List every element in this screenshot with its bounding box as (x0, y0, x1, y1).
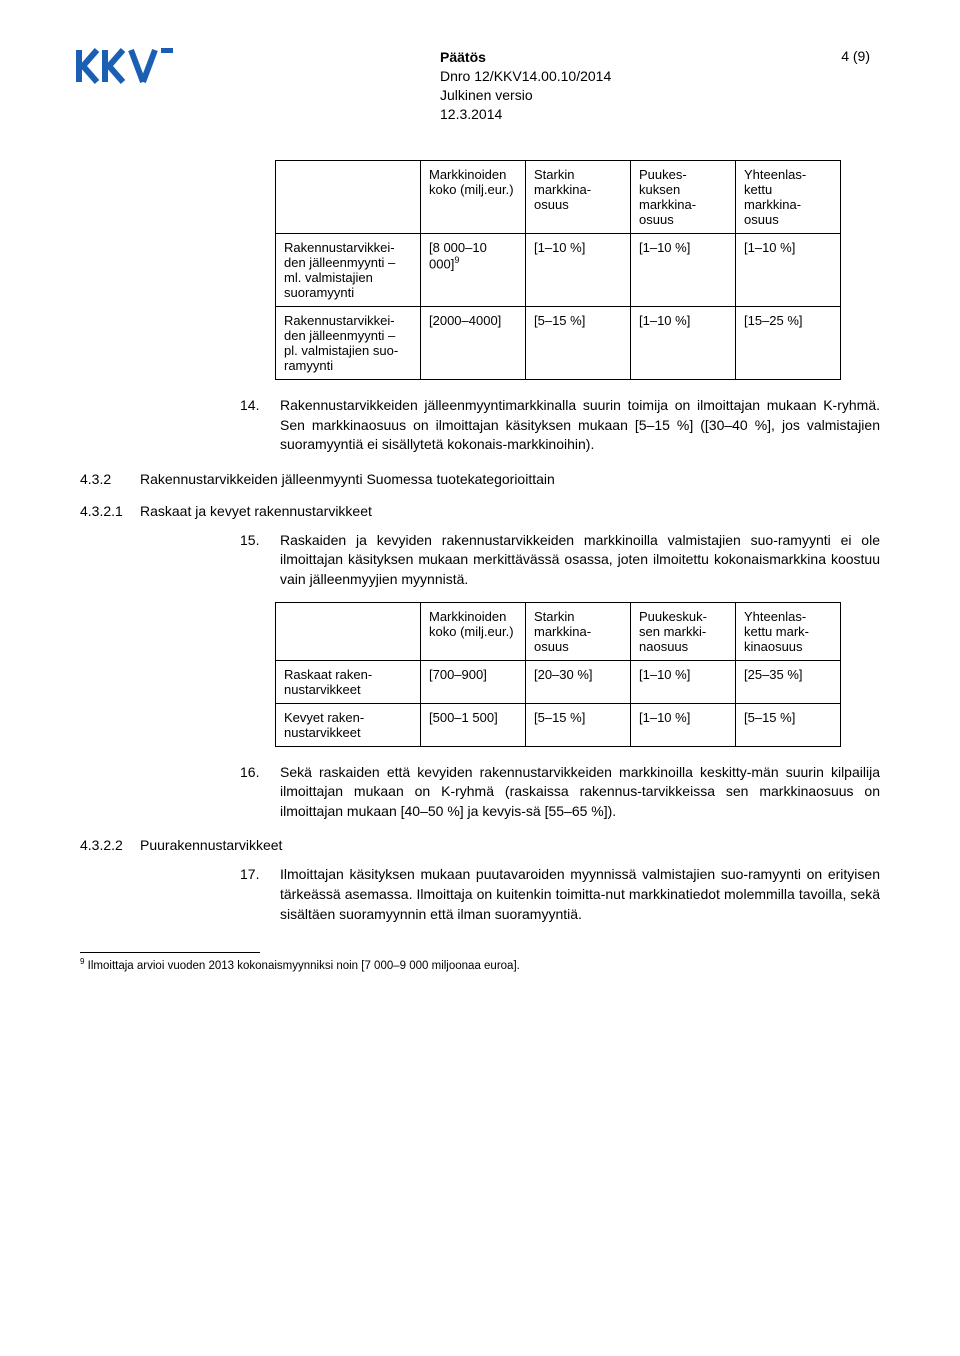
table-cell: [1–10 %] (631, 307, 736, 380)
table-cell: [15–25 %] (736, 307, 841, 380)
doc-date: 12.3.2014 (440, 105, 611, 124)
table-cell: [1–10 %] (736, 234, 841, 307)
paragraph-14: 14. Rakennustarvikkeiden jälleenmyyntima… (240, 396, 880, 455)
footnote-text: Ilmoittaja arvioi vuoden 2013 kokonaismy… (84, 960, 519, 972)
table-header: Puukes-kuksen markkina-osuus (631, 161, 736, 234)
section-title: Puurakennustarvikkeet (140, 837, 282, 853)
section-heading-432: 4.3.2Rakennustarvikkeiden jälleenmyynti … (80, 471, 880, 487)
table-header-row: Markkinoiden koko (milj.eur.) Starkin ma… (276, 161, 841, 234)
para-text: Rakennustarvikkeiden jälleenmyyntimarkki… (280, 396, 880, 455)
section-heading-4321: 4.3.2.1Raskaat ja kevyet rakennustarvikk… (80, 503, 880, 519)
footnote-separator (80, 952, 260, 953)
doc-version: Julkinen versio (440, 86, 611, 105)
table-cell: [1–10 %] (631, 660, 736, 703)
table-header (276, 161, 421, 234)
table-header (276, 602, 421, 660)
section-title: Raskaat ja kevyet rakennustarvikkeet (140, 503, 372, 519)
market-share-table-2: Markkinoiden koko (milj.eur.) Starkin ma… (275, 602, 841, 747)
table-cell: [5–15 %] (526, 307, 631, 380)
table-header: Markkinoiden koko (milj.eur.) (421, 602, 526, 660)
table-header-row: Markkinoiden koko (milj.eur.) Starkin ma… (276, 602, 841, 660)
table-cell: Rakennustarvikkei-den jälleenmyynti – pl… (276, 307, 421, 380)
table-cell: [5–15 %] (526, 703, 631, 746)
para-number: 16. (240, 763, 280, 822)
table-cell: [25–35 %] (736, 660, 841, 703)
page-content: Markkinoiden koko (milj.eur.) Starkin ma… (80, 160, 880, 974)
table-row: Raskaat raken-nustarvikkeet [700–900] [2… (276, 660, 841, 703)
page-number: 4 (9) (841, 48, 870, 64)
table-cell: [20–30 %] (526, 660, 631, 703)
kkv-logo (75, 48, 175, 89)
table-header: Markkinoiden koko (milj.eur.) (421, 161, 526, 234)
table-cell: [2000–4000] (421, 307, 526, 380)
table-cell: Kevyet raken-nustarvikkeet (276, 703, 421, 746)
section-number: 4.3.2.1 (80, 503, 140, 519)
para-number: 17. (240, 865, 280, 924)
table-row: Rakennustarvikkei-den jälleenmyynti – pl… (276, 307, 841, 380)
para-number: 14. (240, 396, 280, 455)
table-cell: [8 000–10 000]9 (421, 234, 526, 307)
table-cell: [5–15 %] (736, 703, 841, 746)
para-text: Sekä raskaiden että kevyiden rakennustar… (280, 763, 880, 822)
document-header: Päätös Dnro 12/KKV14.00.10/2014 Julkinen… (440, 48, 611, 124)
para-number: 15. (240, 531, 280, 590)
table-cell: [1–10 %] (526, 234, 631, 307)
market-share-table-1: Markkinoiden koko (milj.eur.) Starkin ma… (275, 160, 841, 380)
table-cell: [1–10 %] (631, 234, 736, 307)
paragraph-16: 16. Sekä raskaiden että kevyiden rakennu… (240, 763, 880, 822)
paragraph-17: 17. Ilmoittajan käsityksen mukaan puutav… (240, 865, 880, 924)
table-row: Kevyet raken-nustarvikkeet [500–1 500] [… (276, 703, 841, 746)
table-cell: [500–1 500] (421, 703, 526, 746)
table-row: Rakennustarvikkei-den jälleenmyynti – ml… (276, 234, 841, 307)
table-cell: [700–900] (421, 660, 526, 703)
section-number: 4.3.2.2 (80, 837, 140, 853)
section-heading-4322: 4.3.2.2Puurakennustarvikkeet (80, 837, 880, 853)
table-header: Yhteenlas-kettu markkina-osuus (736, 161, 841, 234)
paragraph-15: 15. Raskaiden ja kevyiden rakennustarvik… (240, 531, 880, 590)
table-cell: [1–10 %] (631, 703, 736, 746)
doc-title: Päätös (440, 48, 611, 67)
section-number: 4.3.2 (80, 471, 140, 487)
para-text: Raskaiden ja kevyiden rakennustarvikkeid… (280, 531, 880, 590)
table-header: Yhteenlas-kettu mark-kinaosuus (736, 602, 841, 660)
table-header: Starkin markkina-osuus (526, 602, 631, 660)
table-header: Puukeskuk-sen markki-naosuus (631, 602, 736, 660)
footnote-9: 9 Ilmoittaja arvioi vuoden 2013 kokonais… (80, 957, 880, 974)
section-title: Rakennustarvikkeiden jälleenmyynti Suome… (140, 471, 555, 487)
table-cell: Raskaat raken-nustarvikkeet (276, 660, 421, 703)
table-header: Starkin markkina-osuus (526, 161, 631, 234)
doc-dnro: Dnro 12/KKV14.00.10/2014 (440, 67, 611, 86)
table-cell: Rakennustarvikkei-den jälleenmyynti – ml… (276, 234, 421, 307)
para-text: Ilmoittajan käsityksen mukaan puutavaroi… (280, 865, 880, 924)
